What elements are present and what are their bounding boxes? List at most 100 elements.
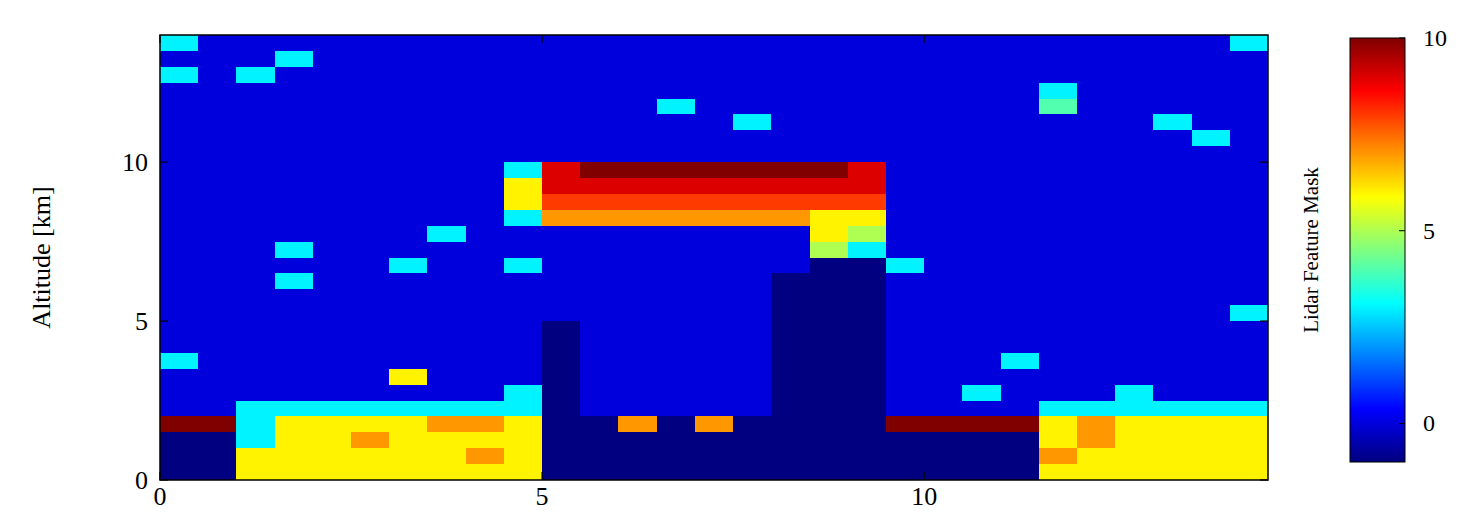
cell [886, 146, 925, 162]
cell [313, 273, 352, 289]
cell [1115, 226, 1154, 242]
cell [1230, 83, 1268, 99]
cell [695, 273, 734, 289]
cell [924, 385, 963, 401]
cell [1230, 258, 1268, 274]
cell [542, 67, 581, 83]
cell [1001, 464, 1040, 480]
cell [1115, 464, 1154, 480]
cell [427, 114, 466, 130]
cell [1230, 273, 1268, 289]
cell [389, 353, 428, 369]
cell [466, 51, 505, 67]
cell [198, 464, 237, 480]
cell [1077, 432, 1116, 448]
cell [924, 289, 963, 305]
cell [1077, 130, 1116, 146]
cell [657, 448, 696, 464]
x-tick [159, 472, 160, 480]
cell [427, 162, 466, 178]
cell [275, 337, 314, 353]
cell [657, 258, 696, 274]
cell [733, 99, 772, 115]
x-tick [924, 472, 925, 480]
cell [695, 321, 734, 337]
cell [886, 210, 925, 226]
cell [1192, 464, 1231, 480]
cell [1115, 369, 1154, 385]
cell [618, 353, 657, 369]
cell [466, 464, 505, 480]
cell [810, 210, 849, 226]
cell [1230, 242, 1268, 258]
cell [924, 194, 963, 210]
cell [198, 385, 237, 401]
cell [1153, 114, 1192, 130]
cell [236, 321, 275, 337]
cell [504, 226, 543, 242]
cell [275, 385, 314, 401]
cell [695, 99, 734, 115]
cell [160, 289, 199, 305]
cell [886, 35, 925, 51]
cell [389, 35, 428, 51]
cell [924, 448, 963, 464]
cell [466, 401, 505, 417]
cell [733, 401, 772, 417]
cell [733, 178, 772, 194]
cell [1230, 67, 1268, 83]
cell [427, 305, 466, 321]
cell [1153, 416, 1192, 432]
cell [466, 416, 505, 432]
cell [771, 464, 810, 480]
cell [236, 401, 275, 417]
cell [198, 416, 237, 432]
cell [1153, 99, 1192, 115]
cell [657, 242, 696, 258]
x-tick-label: 5 [536, 482, 549, 511]
cell [1153, 178, 1192, 194]
cell [236, 258, 275, 274]
cell [695, 162, 734, 178]
cell [618, 114, 657, 130]
cell [848, 51, 887, 67]
cell [924, 99, 963, 115]
cell [1115, 432, 1154, 448]
cell [618, 162, 657, 178]
cell [198, 83, 237, 99]
cell [848, 67, 887, 83]
cell [275, 35, 314, 51]
cell [1153, 194, 1192, 210]
cell [236, 99, 275, 115]
cell [313, 194, 352, 210]
cell [275, 416, 314, 432]
cell [542, 448, 581, 464]
cell [657, 146, 696, 162]
cell [542, 401, 581, 417]
cell [389, 83, 428, 99]
cell [1153, 432, 1192, 448]
cell [1115, 305, 1154, 321]
cell [351, 353, 390, 369]
cell [466, 273, 505, 289]
cell [1077, 194, 1116, 210]
cell [771, 162, 810, 178]
colorbar-title: Lidar Feature Mask [1299, 167, 1323, 333]
cell [504, 194, 543, 210]
cell [810, 432, 849, 448]
cell [236, 416, 275, 432]
cell [1192, 353, 1231, 369]
cell [657, 210, 696, 226]
y-tick-label: 5 [135, 307, 148, 336]
cell [733, 194, 772, 210]
cell [1039, 51, 1078, 67]
cell [657, 194, 696, 210]
cell [1001, 448, 1040, 464]
cell [389, 194, 428, 210]
cell [657, 464, 696, 480]
cell [848, 448, 887, 464]
cell [962, 114, 1001, 130]
cell [580, 99, 619, 115]
cell [848, 226, 887, 242]
cell [771, 67, 810, 83]
